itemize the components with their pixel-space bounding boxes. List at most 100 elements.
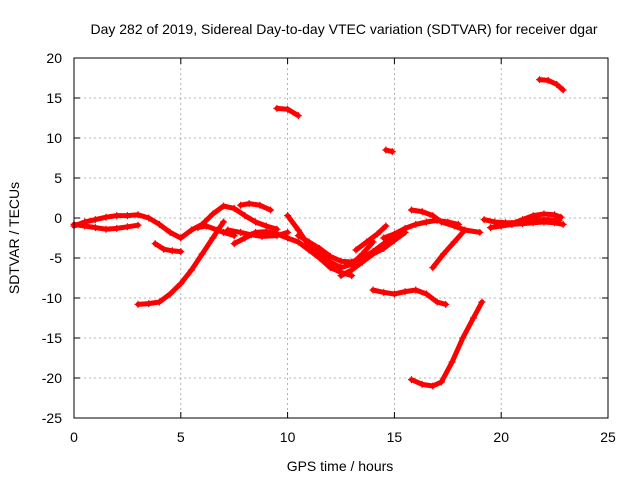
data-point — [380, 288, 388, 296]
data-point — [442, 300, 450, 308]
data-point — [113, 212, 121, 220]
data-point — [284, 228, 292, 236]
x-tick-label: 20 — [493, 429, 509, 445]
data-point — [559, 86, 567, 94]
data-point — [529, 212, 537, 220]
y-tick-label: -20 — [42, 370, 62, 386]
series-arc-u — [429, 226, 469, 272]
data-point — [407, 206, 415, 214]
series-arc-o — [352, 222, 390, 254]
series-line — [409, 299, 485, 389]
series-arc-j — [273, 104, 302, 120]
data-point — [469, 314, 477, 322]
data-point — [437, 378, 445, 386]
data-point — [245, 200, 253, 208]
data-point — [177, 234, 185, 242]
data-point — [224, 226, 232, 234]
data-point — [91, 224, 99, 232]
data-point — [151, 240, 159, 248]
data-point — [363, 238, 371, 246]
y-tick-label: 5 — [54, 170, 62, 186]
data-point — [401, 288, 409, 296]
data-point — [422, 290, 430, 298]
data-point — [429, 212, 437, 220]
y-tick-label: -15 — [42, 330, 62, 346]
series-line — [430, 227, 468, 271]
data-point — [187, 226, 195, 234]
y-tick-label: 15 — [46, 90, 62, 106]
data-point — [155, 220, 163, 228]
data-point — [160, 245, 168, 253]
data-point — [187, 266, 195, 274]
x-tick-label: 5 — [177, 429, 185, 445]
series-arc-c — [151, 240, 185, 256]
x-tick-label: 25 — [600, 429, 616, 445]
data-point — [418, 380, 426, 388]
data-point — [198, 250, 206, 258]
y-tick-labels: -25 -20 -15 -10 -5 0 5 10 15 20 — [42, 50, 62, 426]
data-point — [166, 290, 174, 298]
data-point — [529, 219, 537, 227]
data-point — [429, 382, 437, 390]
data-point — [202, 222, 210, 230]
data-point — [390, 236, 398, 244]
data-point — [273, 104, 281, 112]
series-arc-i — [237, 200, 275, 214]
data-point — [326, 252, 334, 260]
data-point — [145, 214, 153, 222]
data-point — [491, 218, 499, 226]
data-point — [134, 221, 142, 229]
y-tick-label: -10 — [42, 290, 62, 306]
data-point — [220, 202, 228, 210]
data-point — [559, 220, 567, 228]
data-point — [551, 211, 559, 219]
data-point — [123, 223, 131, 231]
data-point — [81, 222, 89, 230]
x-tick-label: 0 — [70, 429, 78, 445]
x-tick-label: 15 — [387, 429, 403, 445]
data-point — [213, 226, 221, 234]
x-axis-label: GPS time / hours — [287, 458, 394, 474]
data-point — [258, 232, 266, 240]
data-point — [450, 222, 458, 230]
data-point — [412, 286, 420, 294]
series-arc-d — [134, 218, 228, 308]
data-point — [177, 280, 185, 288]
y-tick-label: 20 — [46, 50, 62, 66]
data-point — [284, 105, 292, 113]
data-point — [134, 300, 142, 308]
data-point — [237, 228, 245, 236]
data-point — [294, 238, 302, 246]
data-point — [373, 230, 381, 238]
series-line — [238, 201, 273, 213]
data-point — [407, 376, 415, 384]
data-point — [91, 216, 99, 224]
data-point — [388, 148, 396, 156]
y-axis-label: SDTVAR / TECUs — [6, 182, 22, 294]
y-tick-label: 0 — [54, 210, 62, 226]
data-point — [284, 212, 292, 220]
data-point — [241, 212, 249, 220]
series-arc-s — [369, 286, 450, 308]
series-arc-h — [224, 226, 292, 240]
data-point — [448, 358, 456, 366]
series-arc-e — [198, 202, 281, 233]
data-point — [437, 218, 445, 226]
data-point — [480, 216, 488, 224]
data-point — [459, 334, 467, 342]
data-point — [487, 224, 495, 232]
data-point — [536, 76, 544, 84]
data-point — [256, 201, 264, 209]
series-line — [537, 77, 566, 93]
data-point — [102, 213, 110, 221]
data-point — [557, 213, 565, 221]
data-point — [551, 219, 559, 227]
data-point — [390, 290, 398, 298]
data-point — [273, 232, 281, 240]
data-point — [369, 286, 377, 294]
data-point — [401, 224, 409, 232]
data-point — [476, 228, 484, 236]
series-line — [152, 241, 184, 255]
data-point — [412, 220, 420, 228]
